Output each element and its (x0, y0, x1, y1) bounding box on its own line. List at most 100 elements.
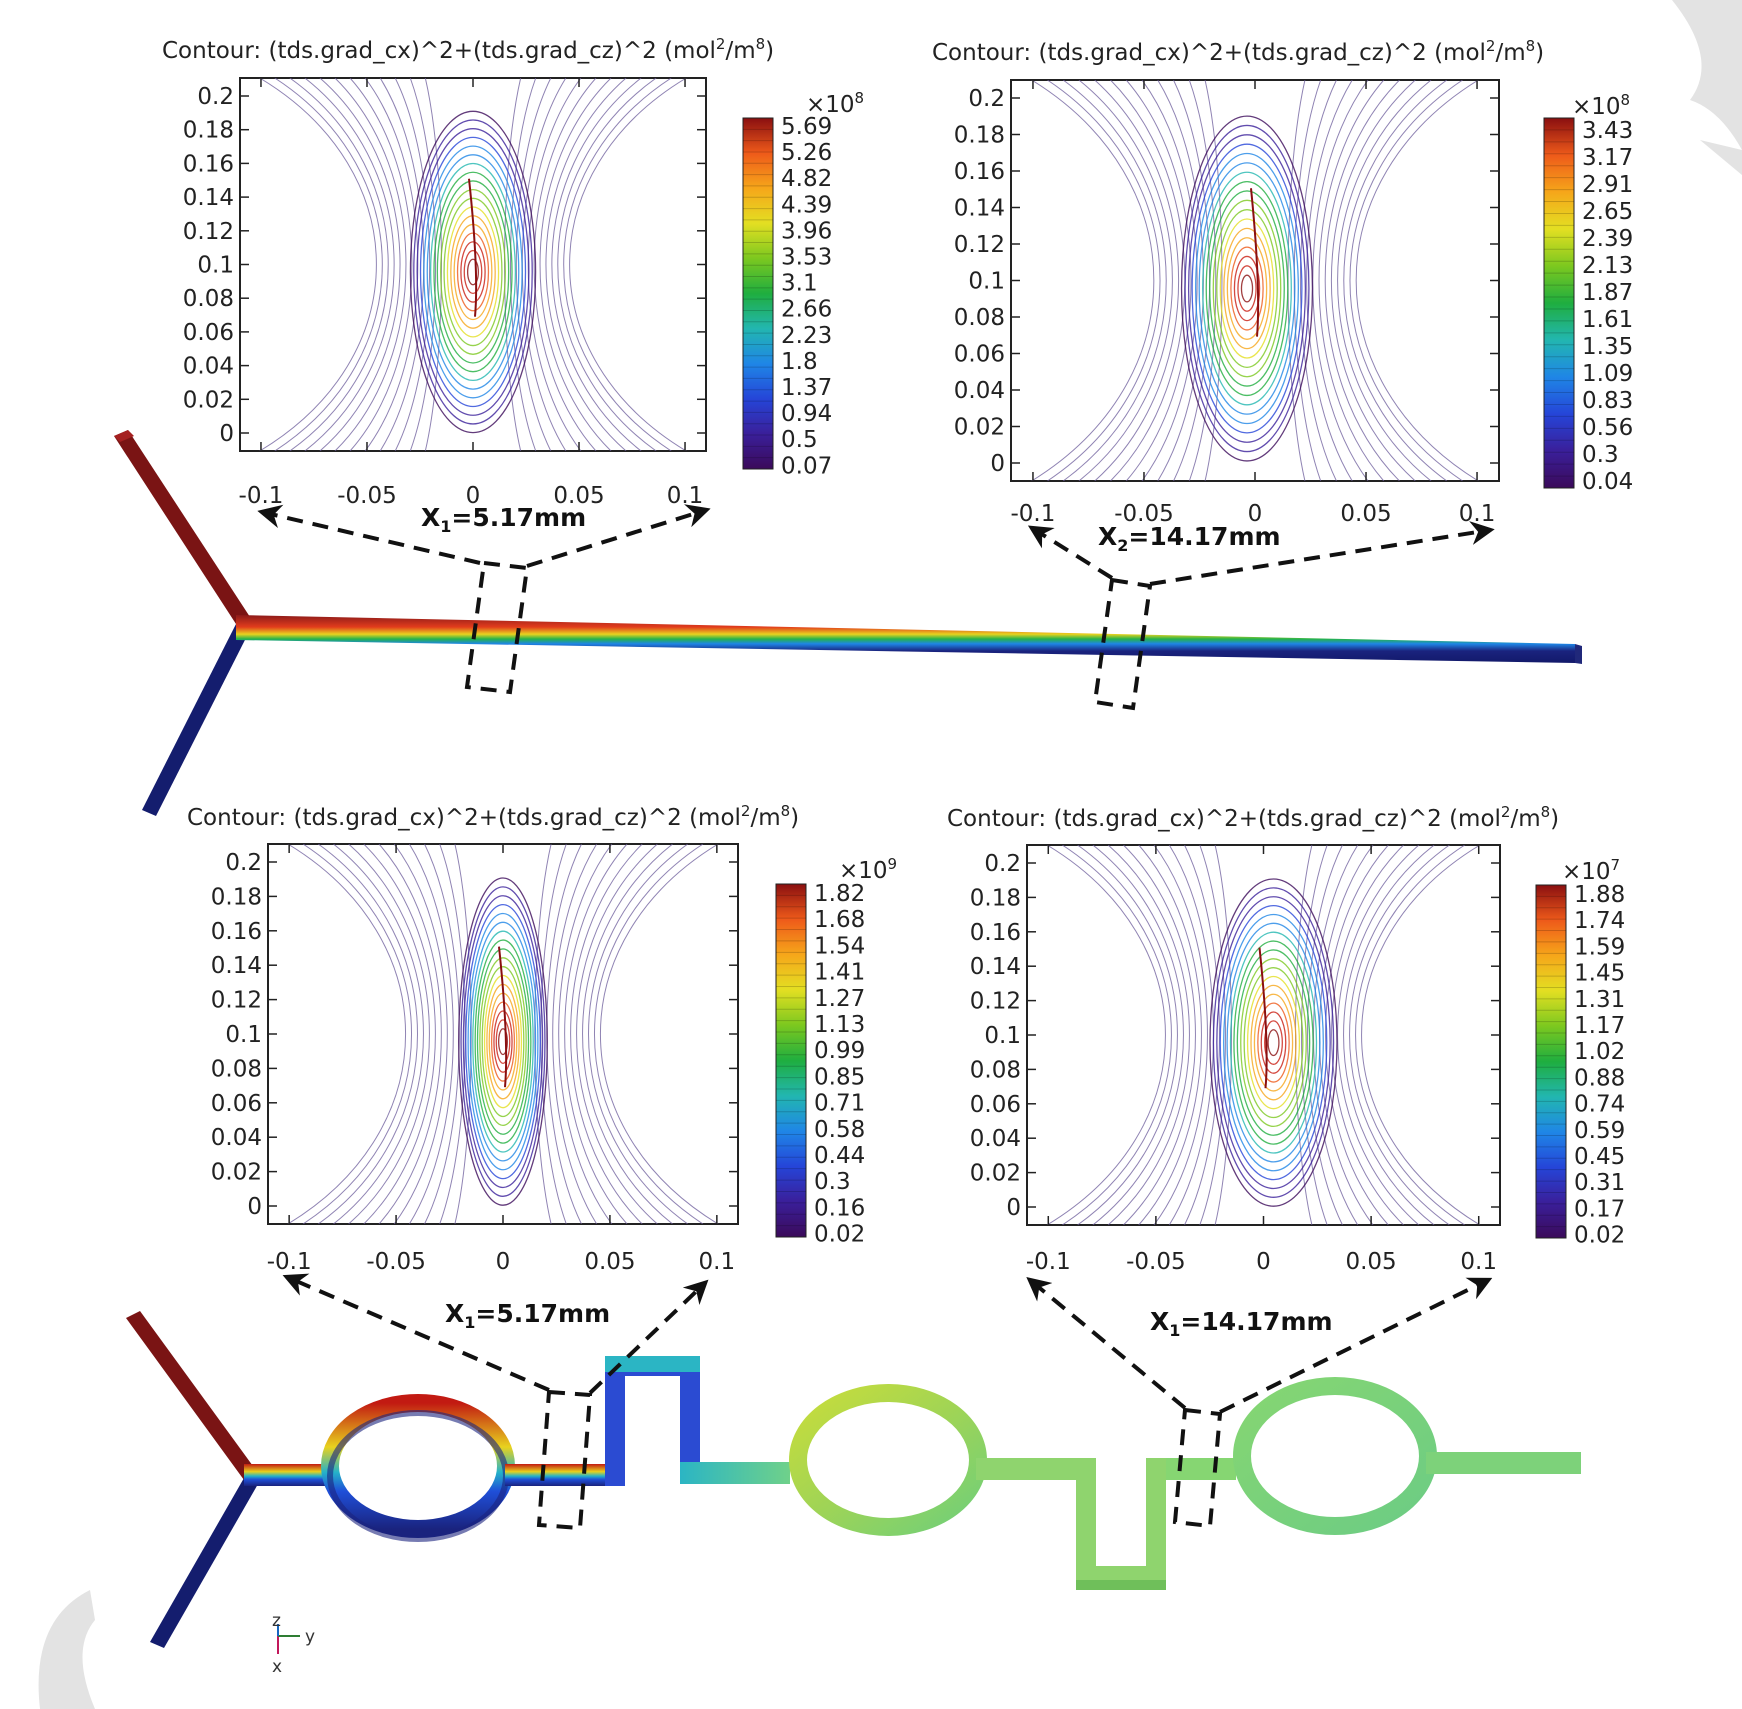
contour-line-outer (363, 844, 643, 1224)
colorbar-tick-label: 1.8 (781, 349, 818, 375)
contour-lines (259, 78, 687, 451)
colorbar-tick-label: 4.39 (781, 192, 832, 218)
contour-line-outer (274, 78, 672, 451)
contour-line-inner (460, 886, 546, 1197)
colorbar-tick-label: 1.37 (781, 375, 832, 401)
title-sup-2: 8 (1541, 803, 1551, 821)
contour-line-inner (1180, 115, 1314, 462)
y-tick-label: 0.14 (970, 954, 1021, 980)
contour-lines (1031, 80, 1479, 481)
contour-line-outer (302, 844, 704, 1224)
contour-line-inner (1219, 904, 1328, 1181)
colorbar-tick-label: 2.13 (1582, 253, 1633, 279)
colorbar-tick-label: 0.85 (814, 1064, 865, 1090)
contour-line-inner (481, 966, 525, 1118)
contour-line-inner (413, 119, 533, 425)
multiplier-exp: 8 (855, 89, 865, 107)
colorbar-tick-label: 0.88 (1574, 1065, 1625, 1091)
colorbar-tick-label: 2.39 (1582, 226, 1633, 252)
title-prefix: Contour: (tds.grad_cx)^2+(tds.grad_cz)^2… (187, 805, 741, 831)
contour-line-inner (1216, 209, 1278, 369)
y-tick-label: 0.02 (954, 415, 1005, 441)
colorbar-tick-label: 1.61 (1582, 307, 1633, 333)
x-tick-label: 0.1 (1459, 501, 1496, 527)
y-tick-label: 0.16 (183, 151, 234, 177)
slice-marker-bottom-left (536, 1389, 593, 1531)
position-sub: 1 (440, 517, 451, 536)
x-tick-label: -0.1 (267, 1249, 312, 1275)
y-tick-label: 0.08 (183, 286, 234, 312)
y-tick-label: 0.14 (211, 953, 262, 979)
contour-line-inner (483, 974, 523, 1109)
segment-4 (976, 1458, 1076, 1480)
contour-line-inner (493, 1010, 513, 1073)
contour-lines (287, 844, 719, 1224)
colorbar-tick-label: 0.5 (781, 427, 818, 453)
inlet-bottom-arm (142, 624, 250, 816)
y-tick-label: 0.02 (970, 1161, 1021, 1187)
contour-line-inner (1243, 967, 1304, 1119)
contour-line-inner (1191, 143, 1303, 434)
colorbar-tick-label: 0.99 (814, 1038, 865, 1064)
colorbar-tick-label: 1.27 (814, 986, 865, 1012)
contour-line-inner (436, 180, 510, 364)
contour-line-outer (1031, 80, 1479, 481)
x-tick-label: -0.05 (1126, 1249, 1186, 1275)
colorbar-tick-label: 2.65 (1582, 199, 1633, 225)
y-tick-label: 0.12 (954, 232, 1005, 258)
contour-line-inner (465, 903, 541, 1180)
plot-frame (267, 843, 739, 1225)
contour-line-inner (495, 1019, 511, 1064)
contour-line-inner (1223, 913, 1324, 1172)
contour-line-inner (497, 1028, 508, 1056)
colorbar-tick-label: 0.45 (1574, 1144, 1625, 1170)
segment-2 (505, 1464, 615, 1486)
colorbar-tick-label: 1.41 (814, 960, 865, 986)
serpentine-channel-model (126, 1311, 1581, 1648)
multiplier-base: ×10 (1562, 859, 1611, 885)
main-channel (236, 615, 1575, 663)
contour-line-inner (440, 188, 506, 355)
contour-line-outer (1062, 845, 1465, 1225)
contour-line-inner (443, 197, 503, 347)
contour-line-inner (1267, 1029, 1280, 1057)
contour-line-inner (476, 948, 530, 1135)
contour-line-inner (409, 110, 537, 434)
contour-line-outer (1125, 80, 1385, 481)
colorbar-tick-label: 4.82 (781, 166, 832, 192)
colorbar-tick-label: 0.56 (1582, 415, 1633, 441)
y-tick-label: 0.1 (984, 1023, 1021, 1049)
y-tick-label: 0.04 (970, 1126, 1021, 1152)
colorbar (742, 117, 774, 470)
colorbar (775, 883, 807, 1238)
arrow-br-right (1219, 1277, 1493, 1414)
y-tick-label: 0.06 (183, 320, 234, 346)
contour-line-outer (1092, 845, 1435, 1225)
position-main: X (421, 503, 440, 532)
contour-line-outer (1199, 845, 1328, 1225)
projection-arrows (257, 504, 1495, 1414)
colorbar-tick-label: 0.3 (814, 1169, 851, 1195)
y-tick-label: 0.06 (211, 1091, 262, 1117)
multiplier-base: ×10 (806, 92, 855, 118)
contour-line-inner (1226, 237, 1268, 340)
colorbar-tick-label: 5.69 (781, 114, 832, 140)
multiplier-base: ×10 (1572, 94, 1621, 120)
panel-title: Contour: (tds.grad_cx)^2+(tds.grad_cz)^2… (187, 802, 799, 831)
y-tick-label: 0 (247, 1194, 262, 1220)
inlet-top-arm-face (114, 430, 134, 442)
x-tick-label: 0 (1256, 1249, 1271, 1275)
contour-line-inner (1205, 180, 1289, 397)
colorbar-tick-label: 1.13 (814, 1012, 865, 1038)
y-tick-label: 0.14 (954, 196, 1005, 222)
triad-x-label: x (272, 1657, 282, 1677)
contour-line-inner (1209, 190, 1285, 387)
x-tick-label: 0.05 (584, 1249, 635, 1275)
y-tick-label: 0.1 (968, 269, 1005, 295)
contour-line-inner (1253, 993, 1294, 1092)
multiplier-base: ×10 (839, 858, 888, 884)
y-tick-label: 0.12 (211, 988, 262, 1014)
colorbar-tick-label: 2.91 (1582, 172, 1633, 198)
contour-panels: Contour: (tds.grad_cx)^2+(tds.grad_cz)^2… (162, 35, 1633, 1340)
